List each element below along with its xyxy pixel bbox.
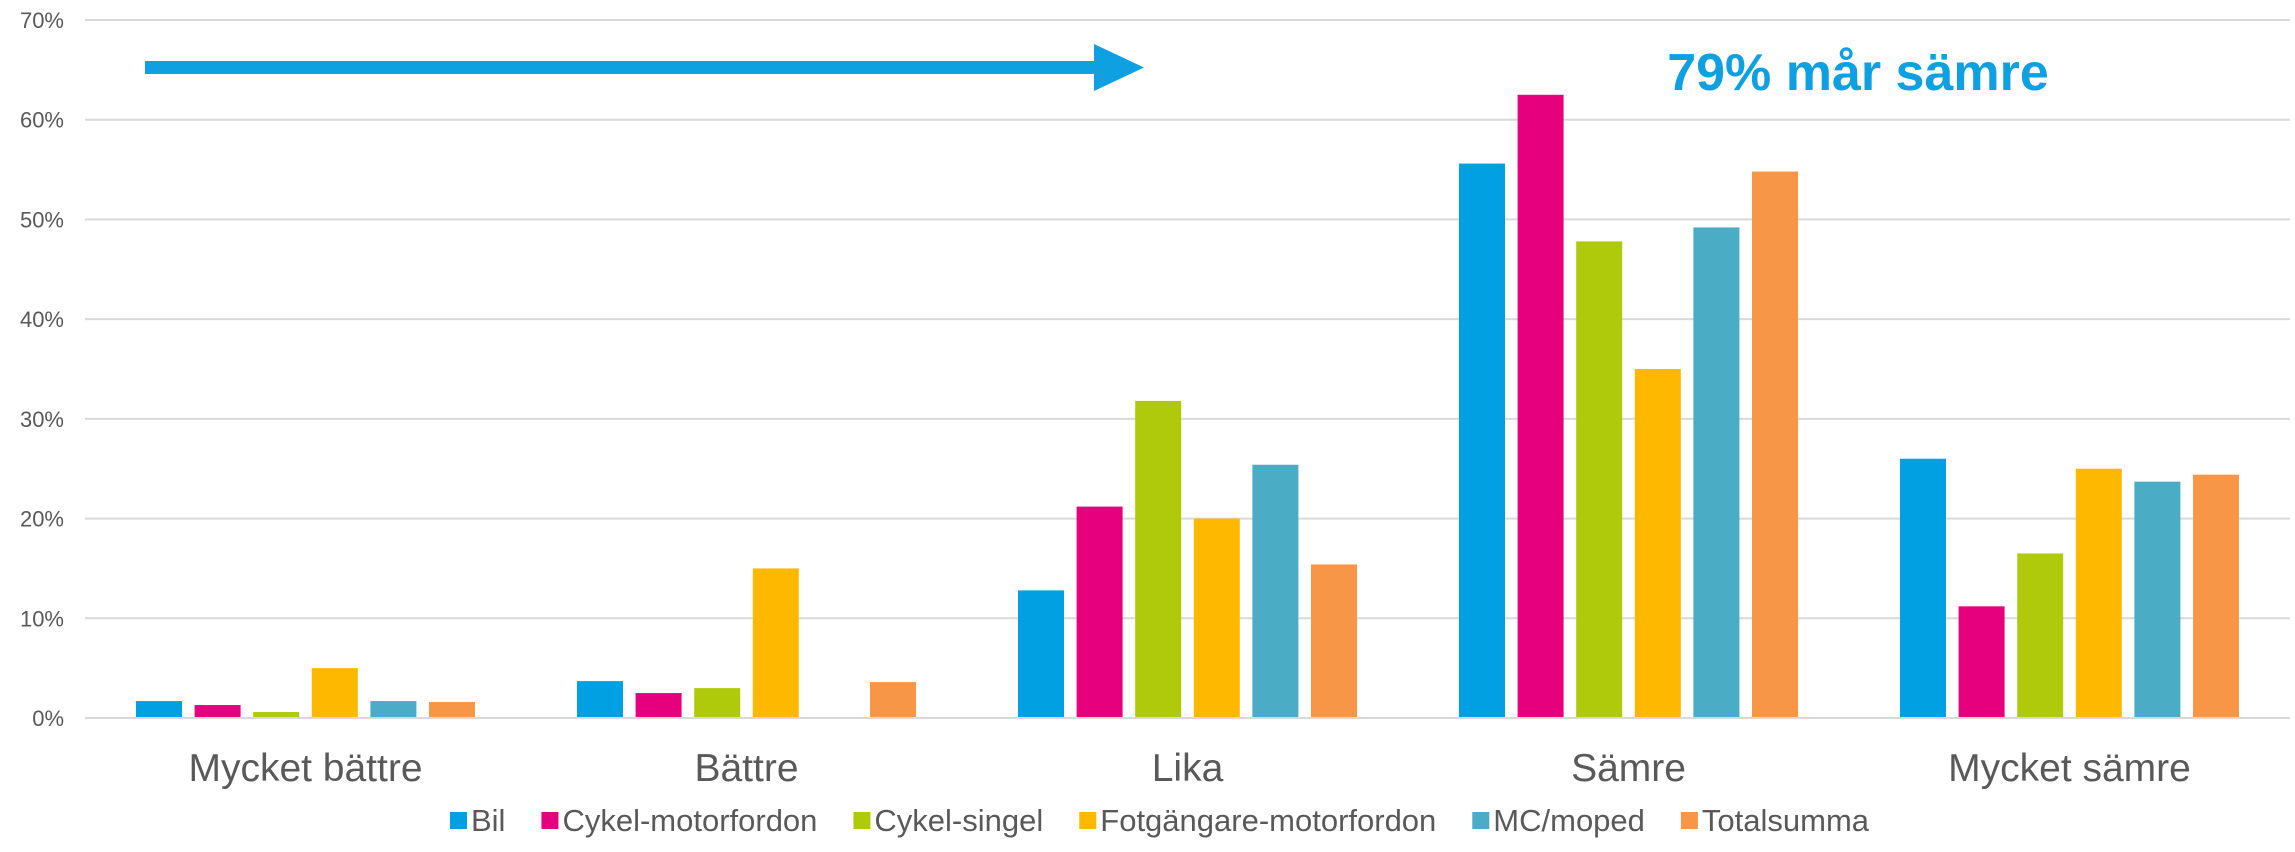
legend-item: Bil	[449, 803, 505, 838]
y-tick-label: 60%	[20, 108, 64, 133]
category-label: Lika	[1152, 747, 1224, 790]
category-label: Sämre	[1571, 747, 1686, 790]
legend-label: Bil	[471, 803, 505, 838]
arrow-head	[1094, 44, 1144, 91]
bar-mc-moped-0	[370, 701, 417, 718]
bar-bil-2	[1018, 590, 1064, 718]
bar-totalsumma-0	[429, 702, 475, 718]
annotation: 79% mår sämre	[145, 44, 2049, 102]
legend-item: Cykel-singel	[853, 803, 1043, 838]
bar-cykel-motorfordon-1	[635, 693, 682, 718]
annotation-text: 79% mår sämre	[1667, 44, 2049, 102]
legend-swatch	[1472, 812, 1490, 829]
legend-swatch	[541, 812, 559, 829]
legend-label: Totalsumma	[1702, 803, 1870, 838]
bar-cykel-singel-4	[2017, 553, 2064, 718]
y-tick-label: 40%	[20, 307, 64, 332]
legend-label: Cykel-singel	[874, 803, 1043, 838]
category-label: Mycket bättre	[188, 747, 422, 790]
legend-label: Cykel-motorfordon	[562, 803, 817, 838]
bar-cykel-motorfordon-4	[1958, 606, 2005, 718]
bar-totalsumma-2	[1311, 564, 1357, 718]
bar-mc-moped-3	[1693, 227, 1740, 719]
bar-cykel-singel-1	[694, 688, 741, 718]
y-axis-tick-labels: 0% 10% 20% 30% 40% 50% 60% 70%	[20, 8, 64, 731]
bar-cykel-motorfordon-3	[1517, 94, 1564, 719]
right-arrow-icon	[145, 44, 1144, 91]
y-tick-label: 50%	[20, 207, 64, 232]
category-label: Bättre	[694, 747, 798, 790]
legend-swatch	[1680, 812, 1698, 829]
legend-label: MC/moped	[1493, 803, 1645, 838]
bar-mc-moped-2	[1252, 464, 1299, 718]
y-tick-label: 20%	[20, 507, 64, 532]
bar-cykel-motorfordon-2	[1076, 506, 1123, 718]
bar-fotg-ngare-motorfordon-4	[2075, 468, 2122, 718]
bar-fotg-ngare-motorfordon-0	[311, 668, 358, 718]
legend-item: MC/moped	[1472, 803, 1645, 838]
y-tick-label: 10%	[20, 606, 64, 631]
bar-bil-0	[136, 701, 182, 718]
legend-swatch	[853, 812, 871, 829]
bar-fotg-ngare-motorfordon-2	[1193, 518, 1240, 718]
bar-cykel-singel-3	[1576, 241, 1623, 718]
y-tick-label: 70%	[20, 8, 64, 33]
y-tick-label: 0%	[32, 706, 64, 731]
category-label: Mycket sämre	[1948, 747, 2191, 790]
x-axis-category-labels: Mycket bättre Bättre Lika Sämre Mycket sämre	[188, 747, 2190, 790]
bars	[136, 94, 2239, 719]
legend-item: Cykel-motorfordon	[541, 803, 817, 838]
bar-bil-4	[1900, 458, 1946, 718]
gridlines	[85, 19, 2290, 620]
legend-swatch	[449, 812, 467, 829]
bar-cykel-singel-0	[253, 712, 300, 718]
bar-cykel-singel-2	[1135, 400, 1182, 718]
bar-totalsumma-4	[2193, 474, 2239, 718]
bar-fotg-ngare-motorfordon-1	[752, 568, 799, 718]
legend-swatch	[1079, 812, 1097, 829]
bar-bil-1	[577, 681, 623, 718]
bar-bil-3	[1459, 163, 1505, 719]
legend-item: Totalsumma	[1680, 803, 1870, 838]
bar-totalsumma-1	[870, 682, 916, 718]
legend-item: Fotgängare-motorfordon	[1079, 803, 1436, 838]
legend-label: Fotgängare-motorfordon	[1100, 803, 1436, 838]
bar-cykel-motorfordon-0	[194, 705, 241, 718]
arrow-shaft	[145, 61, 1100, 74]
bar-fotg-ngare-motorfordon-3	[1634, 369, 1681, 718]
y-tick-label: 30%	[20, 407, 64, 432]
bar-mc-moped-4	[2134, 481, 2181, 718]
legend: Bil Cykel-motorfordon Cykel-singel Fotgänga…	[449, 803, 1870, 838]
bar-totalsumma-3	[1752, 171, 1798, 718]
